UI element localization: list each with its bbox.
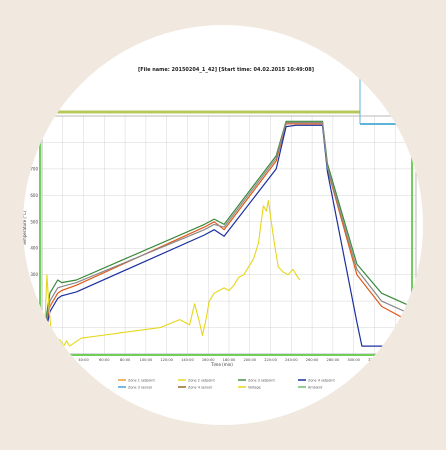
y-tick-label: 900 <box>30 114 38 119</box>
x-tick-label: 200:00 <box>243 358 256 362</box>
legend-entry: Zone 2 sensor <box>68 385 93 389</box>
y-tick-label: 100 <box>30 325 38 330</box>
x-tick-label: 220:00 <box>264 358 277 362</box>
y-tick-label: 700 <box>30 166 38 171</box>
series-line-4 <box>41 121 412 345</box>
series-line-2 <box>41 124 412 349</box>
x-tick-label: 320:00 <box>368 358 381 362</box>
legend-entry: Pressure <box>368 385 382 389</box>
series-line-1 <box>41 123 412 347</box>
x-tick-label: 20:00 <box>58 358 69 362</box>
x-tick-label: 60:00 <box>99 358 110 362</box>
legend-entry: Zone 1 sensor <box>368 378 393 382</box>
legend-entry: Zone 2 setpoint <box>188 378 215 382</box>
legend-entry: Voltage <box>248 385 261 389</box>
x-tick-label: 180:00 <box>223 358 236 362</box>
x-tick-label: 240:00 <box>285 358 298 362</box>
y-tick-label: 0 <box>35 352 38 357</box>
chart-title: [File name: 20150204_1_42] [Start time: … <box>138 67 314 73</box>
legend-entry: Zone 4 sensor <box>188 385 213 389</box>
grid-layer <box>41 115 417 355</box>
y-tick-label: 200 <box>30 299 38 304</box>
y-tick-label: 600 <box>30 193 38 198</box>
x-tick-label: 120:00 <box>160 358 173 362</box>
x-tick-label: 300:00 <box>347 358 360 362</box>
x-tick-label: 100:00 <box>140 358 153 362</box>
series-line-5 <box>41 200 301 347</box>
x-tick-label: 280:00 <box>327 358 340 362</box>
legend-entry: Ambient <box>308 385 323 389</box>
series-line-3 <box>41 120 412 344</box>
x-tick-label: 340:00 <box>389 358 402 362</box>
x-tick-label: 140:00 <box>181 358 194 362</box>
x-axis-label: Time (min) <box>210 362 233 367</box>
legend-entry: Thermocouple 1 <box>67 378 96 382</box>
legend-entry: Zone 3 setpoint <box>248 378 275 382</box>
legend-entry: Zone 3 sensor <box>128 385 153 389</box>
legend-entry: Zone 1 setpoint <box>128 378 155 382</box>
y-tick-label: 500 <box>30 219 38 224</box>
y-tick-label: 300 <box>30 272 38 277</box>
x-tick-label: 360:00 <box>410 358 423 362</box>
legend-entry: Flow <box>68 392 76 396</box>
x-tick-label: 160:00 <box>202 358 215 362</box>
x-tick-label: 40:00 <box>78 358 89 362</box>
y-tick-label: 800 <box>30 140 38 145</box>
y-axis-right-label: Voltage (V) <box>427 207 432 230</box>
x-tick-label: 80:00 <box>120 358 131 362</box>
series-layer <box>41 120 412 349</box>
x-tick-label: 260:00 <box>306 358 319 362</box>
y-axis-label: Temperature (°C) <box>22 210 27 246</box>
legend-entry: Zone 4 setpoint <box>308 378 335 382</box>
y-tick-label: 400 <box>30 246 38 251</box>
